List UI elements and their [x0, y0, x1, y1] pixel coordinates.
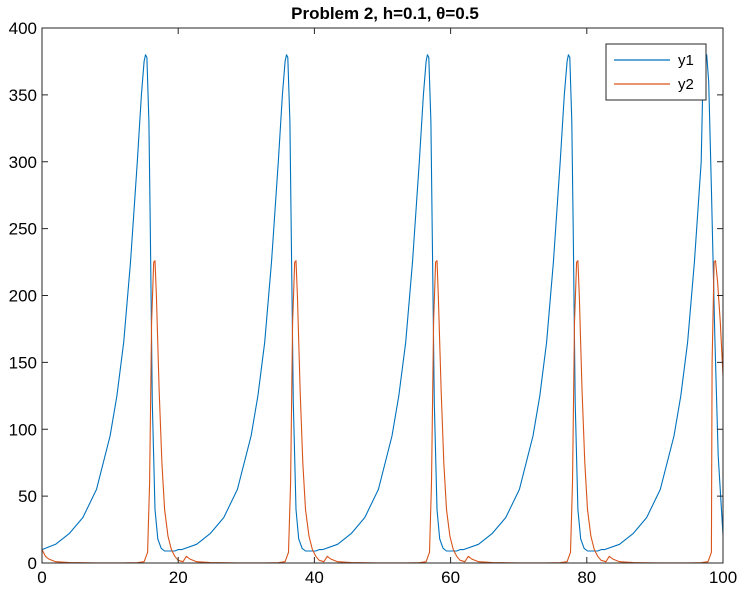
legend-box: [605, 43, 707, 101]
x-tick-label: 80: [577, 568, 596, 587]
series-line-y2: [41, 260, 724, 564]
series-layer: [41, 54, 724, 564]
x-tick-label: 0: [37, 568, 46, 587]
y-tick-label: 50: [18, 487, 37, 506]
y-tick-label: 100: [9, 420, 37, 439]
y-tick-label: 250: [9, 220, 37, 239]
x-tick-label: 40: [305, 568, 324, 587]
x-tick-label: 60: [441, 568, 460, 587]
y-tick-label: 150: [9, 353, 37, 372]
y-tick-label: 350: [9, 86, 37, 105]
x-tick-label: 100: [709, 568, 737, 587]
plot-background: [42, 28, 723, 563]
x-tick-label: 20: [169, 568, 188, 587]
plot-area: [42, 28, 723, 563]
legend-label-y2: y2: [678, 76, 694, 93]
y-tick-label: 400: [9, 19, 37, 38]
y-tick-label: 200: [9, 287, 37, 306]
y-tick-label: 300: [9, 153, 37, 172]
series-line-y1: [41, 54, 724, 552]
y-tick-label: 0: [28, 554, 37, 573]
chart-title: Problem 2, h=0.1, θ=0.5: [291, 4, 479, 23]
legend-label-y1: y1: [678, 52, 694, 69]
axes-layer: 0 20 40 60 80 100 0 50 100 150 200 250 300 350 400: [9, 19, 738, 587]
